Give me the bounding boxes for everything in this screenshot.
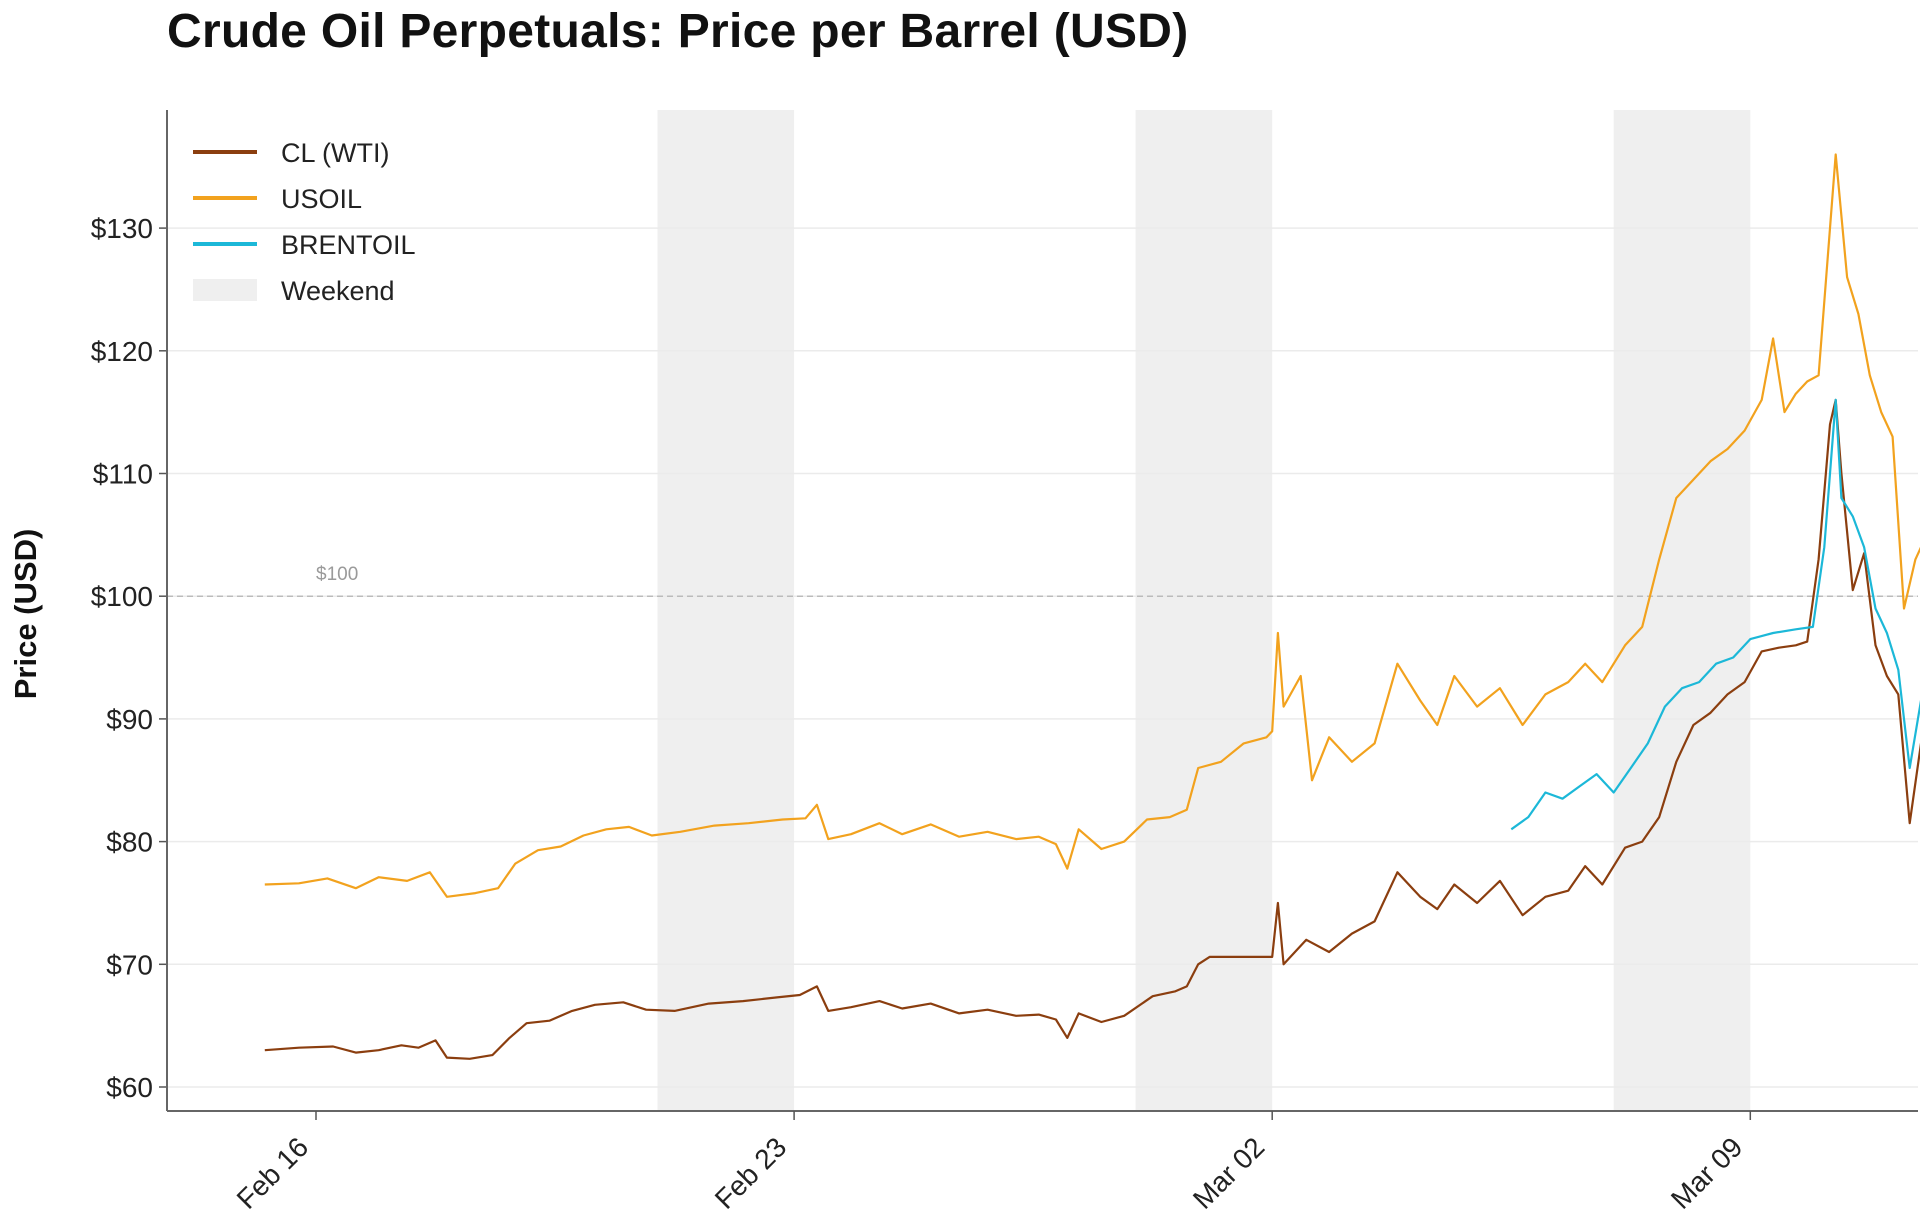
series-line-usoil bbox=[264, 153, 1920, 898]
series-line-cl-wti bbox=[264, 398, 1920, 1060]
series-line-brentoil bbox=[1510, 398, 1920, 831]
legend-label: CL (WTI) bbox=[281, 138, 389, 168]
y-axis-title: Price (USD) bbox=[8, 529, 43, 700]
legend: CL (WTI) USOIL BRENTOIL Weekend bbox=[193, 138, 416, 306]
y-tick-label: $60 bbox=[106, 1072, 153, 1103]
reference-line-group: $100 bbox=[167, 564, 1918, 597]
legend-swatch bbox=[193, 279, 257, 301]
y-tick-label: $130 bbox=[91, 213, 153, 244]
y-tick-label: $110 bbox=[93, 459, 153, 490]
x-tick-label: Mar 02 bbox=[1187, 1131, 1271, 1215]
series-lines bbox=[264, 153, 1920, 1060]
legend-label: BRENTOIL bbox=[281, 230, 416, 260]
x-tick-label: Feb 23 bbox=[709, 1131, 793, 1215]
y-tick-label: $100 bbox=[91, 581, 153, 612]
weekend-band bbox=[1613, 110, 1751, 1111]
weekend-band bbox=[1135, 110, 1273, 1111]
legend-label: USOIL bbox=[281, 184, 362, 214]
y-tick-label: $70 bbox=[106, 949, 153, 980]
reference-line-label: $100 bbox=[316, 564, 358, 585]
weekend-bands bbox=[657, 110, 1751, 1111]
x-tick-label: Feb 16 bbox=[231, 1131, 315, 1215]
x-tick-label: Mar 09 bbox=[1665, 1131, 1749, 1215]
legend-label: Weekend bbox=[281, 276, 395, 306]
y-tick-label: $80 bbox=[106, 827, 153, 858]
chart-title: Crude Oil Perpetuals: Price per Barrel (… bbox=[167, 5, 1189, 58]
weekend-band bbox=[657, 110, 795, 1111]
y-tick-label: $90 bbox=[106, 704, 153, 735]
y-tick-label: $120 bbox=[91, 336, 153, 367]
